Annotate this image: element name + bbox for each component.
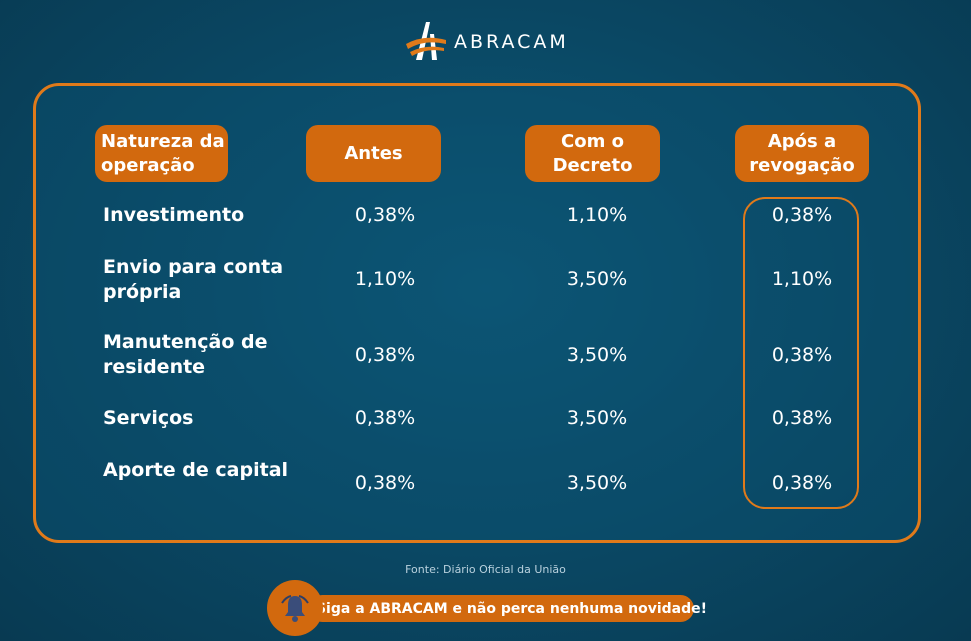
cell-antes: 0,38% [354, 407, 416, 429]
header-antes: Antes [306, 125, 441, 182]
apos-column-highlight [743, 197, 859, 509]
source-note: Fonte: Diário Oficial da União [405, 563, 566, 576]
follow-cta[interactable]: Siga a ABRACAM e não perca nenhuma novid… [267, 580, 707, 636]
row-label-envio: Envio para conta própria [103, 256, 284, 303]
follow-cta-text[interactable]: Siga a ABRACAM e não perca nenhuma novid… [309, 595, 707, 622]
cell-antes: 0,38% [354, 344, 416, 366]
cell-decreto: 1,10% [566, 204, 628, 226]
row-label-investimento: Investimento [103, 204, 245, 226]
bell-icon [267, 580, 323, 636]
cell-apos: 1,10% [771, 268, 833, 290]
cell-apos: 0,38% [771, 344, 833, 366]
cell-antes: 0,38% [354, 472, 416, 494]
cell-apos: 0,38% [771, 204, 833, 226]
row-label-servicos: Serviços [103, 407, 194, 429]
cell-antes: 1,10% [354, 268, 416, 290]
brand-header: ABRACAM [0, 20, 971, 64]
cell-decreto: 3,50% [566, 472, 628, 494]
header-nature: Natureza da operação [95, 125, 228, 182]
abracam-logo-icon [406, 22, 446, 60]
cell-decreto: 3,50% [566, 344, 628, 366]
cell-decreto: 3,50% [566, 407, 628, 429]
row-label-aporte: Aporte de capital [103, 459, 289, 481]
header-apos: Após a revogação [735, 125, 869, 182]
header-decreto: Com o Decreto [525, 125, 660, 182]
cell-apos: 0,38% [771, 472, 833, 494]
row-label-manutencao: Manutenção de residente [103, 331, 268, 378]
cell-decreto: 3,50% [566, 268, 628, 290]
cell-apos: 0,38% [771, 407, 833, 429]
brand-name: ABRACAM [454, 31, 569, 53]
cell-antes: 0,38% [354, 204, 416, 226]
